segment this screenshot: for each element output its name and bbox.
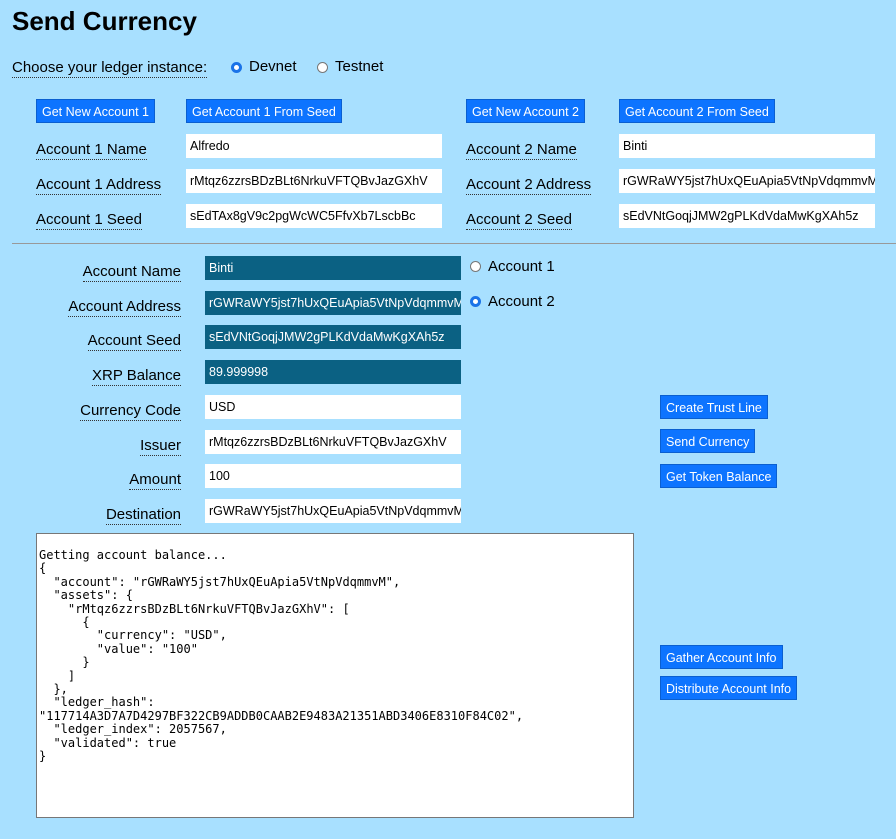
field-label: Account 1 Seed	[36, 211, 142, 230]
radio-button[interactable]	[470, 296, 481, 307]
action-button[interactable]: Create Trust Line	[660, 395, 768, 419]
ledger-option[interactable]: Devnet	[249, 58, 297, 75]
ledger-label: Choose your ledger instance:	[12, 59, 208, 78]
text-field[interactable]: rGWRaWY5jst7hUxQEuApia5VtNpVdqmmvM	[205, 499, 461, 523]
field-label: Account Name	[82, 263, 181, 282]
field-label: Account Address	[68, 298, 181, 317]
seed-account-button[interactable]: Get Account 1 From Seed	[186, 99, 342, 123]
field-label: Account 1 Address	[36, 176, 162, 195]
new-account-button[interactable]: Get New Account 1	[36, 99, 156, 123]
account-option[interactable]: Account 2	[488, 293, 555, 310]
page-title: Send Currency	[12, 6, 197, 36]
text-field[interactable]: 89.999998	[205, 360, 461, 384]
field-label: Issuer	[140, 437, 181, 456]
field-label: Amount	[129, 471, 181, 490]
field-label: XRP Balance	[92, 367, 181, 386]
radio-button[interactable]	[317, 62, 328, 73]
field-label: Currency Code	[80, 402, 181, 421]
new-account-button[interactable]: Get New Account 2	[466, 99, 586, 123]
text-field[interactable]: 100	[205, 464, 461, 488]
text-field[interactable]: rMtqz6zzrsBDzBLt6NrkuVFTQBvJazGXhV	[186, 169, 442, 193]
field-label: Account Seed	[87, 332, 181, 351]
text-field[interactable]: rGWRaWY5jst7hUxQEuApia5VtNpVdqmmvM	[619, 169, 875, 193]
action-button[interactable]: Get Token Balance	[660, 464, 778, 488]
text-field[interactable]: rMtqz6zzrsBDzBLt6NrkuVFTQBvJazGXhV	[205, 430, 461, 454]
text-field[interactable]: rGWRaWY5jst7hUxQEuApia5VtNpVdqmmvM	[205, 291, 461, 315]
text-field[interactable]: Alfredo	[186, 134, 442, 158]
field-label: Account 2 Address	[466, 176, 592, 195]
field-label: Account 2 Name	[466, 141, 577, 160]
radio-button[interactable]	[470, 261, 481, 272]
field-label: Account 2 Seed	[466, 211, 572, 230]
ledger-option[interactable]: Testnet	[335, 58, 384, 75]
text-field[interactable]: USD	[205, 395, 461, 419]
action-button[interactable]: Send Currency	[660, 429, 756, 453]
text-field[interactable]: Binti	[619, 134, 875, 158]
radio-button[interactable]	[231, 62, 242, 73]
text-field[interactable]: sEdVNtGoqjJMW2gPLKdVdaMwKgXAh5z	[619, 204, 875, 228]
info-button[interactable]: Gather Account Info	[660, 645, 783, 669]
divider	[12, 243, 896, 244]
text-field[interactable]: Binti	[205, 256, 461, 280]
text-field[interactable]: sEdTAx8gV9c2pgWcWC5FfvXb7LscbBc	[186, 204, 442, 228]
text-field[interactable]: sEdVNtGoqjJMW2gPLKdVdaMwKgXAh5z	[205, 325, 461, 349]
info-button[interactable]: Distribute Account Info	[660, 676, 798, 700]
output-area[interactable]: Getting account balance... { "account": …	[36, 533, 634, 818]
field-label: Destination	[105, 506, 181, 525]
field-label: Account 1 Name	[36, 141, 147, 160]
account-option[interactable]: Account 1	[488, 258, 555, 275]
seed-account-button[interactable]: Get Account 2 From Seed	[619, 99, 775, 123]
